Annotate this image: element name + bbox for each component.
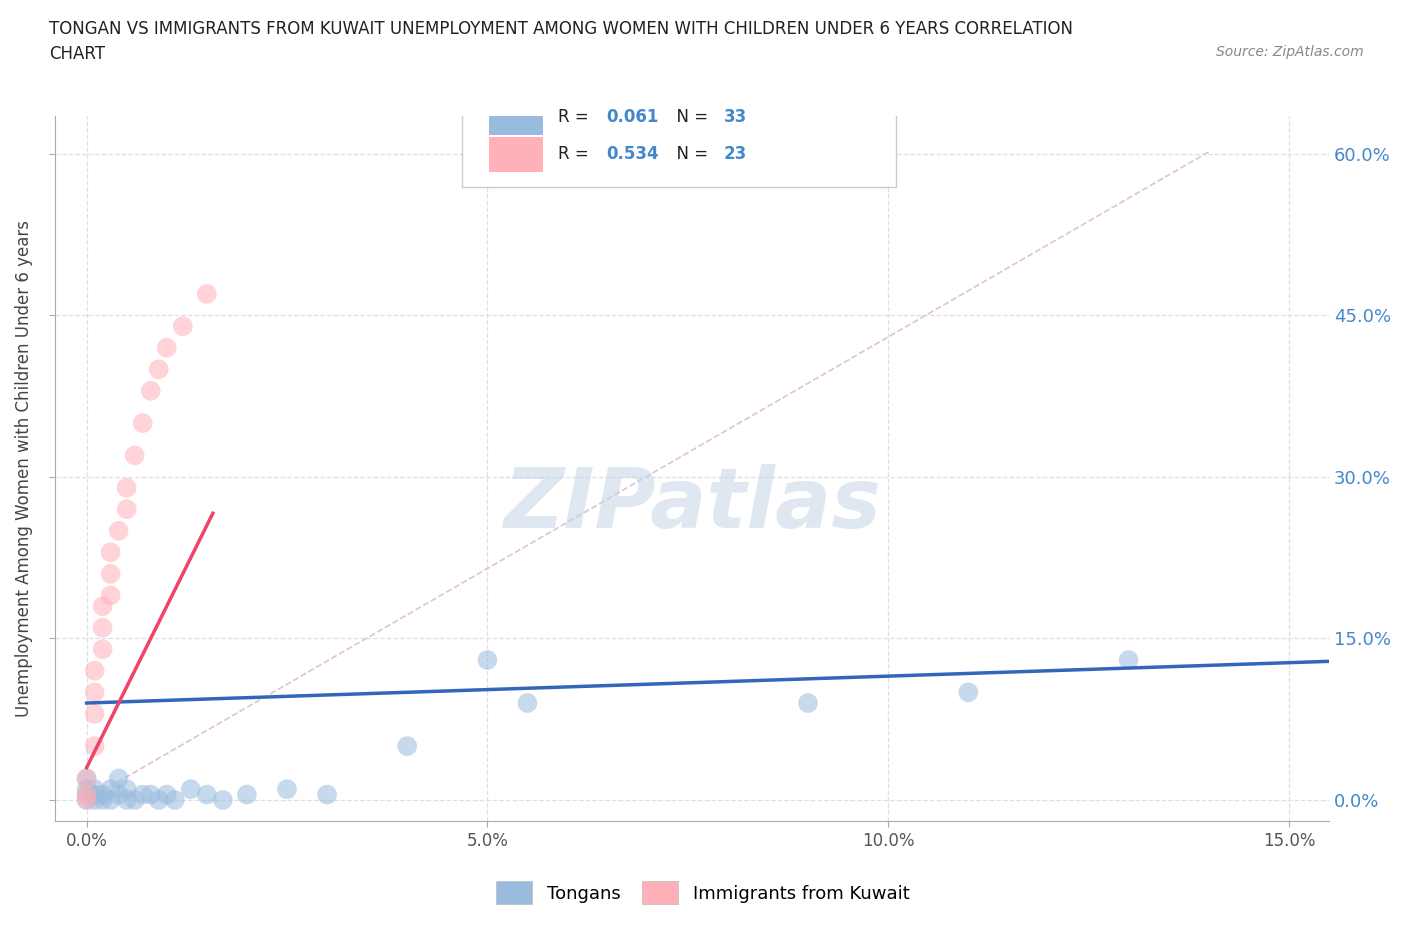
Point [107, 771, 129, 786]
Point [797, 696, 820, 711]
Point [172, 319, 194, 334]
Point [76, 792, 98, 807]
Point [83, 787, 105, 802]
Point [396, 738, 419, 753]
Point [100, 782, 122, 797]
Point [91, 792, 114, 807]
Point [91, 787, 114, 802]
Point [91, 599, 114, 614]
Text: N =: N = [666, 108, 714, 126]
Point [76, 782, 98, 797]
Point [148, 792, 170, 807]
Point [107, 524, 129, 538]
Point [115, 792, 138, 807]
Point [100, 566, 122, 581]
Point [477, 653, 499, 668]
Legend: Tongans, Immigrants from Kuwait: Tongans, Immigrants from Kuwait [489, 874, 917, 911]
Point [195, 787, 218, 802]
Point [131, 787, 153, 802]
Point [516, 696, 538, 711]
Point [100, 588, 122, 603]
Point [83, 684, 105, 699]
Point [115, 782, 138, 797]
Text: R =: R = [558, 108, 593, 126]
Point [83, 663, 105, 678]
Text: TONGAN VS IMMIGRANTS FROM KUWAIT UNEMPLOYMENT AMONG WOMEN WITH CHILDREN UNDER 6 : TONGAN VS IMMIGRANTS FROM KUWAIT UNEMPLO… [49, 20, 1073, 38]
Point [100, 545, 122, 560]
Point [83, 782, 105, 797]
Point [156, 787, 179, 802]
Point [139, 383, 162, 398]
Point [76, 771, 98, 786]
Text: 0.534: 0.534 [606, 145, 659, 164]
Text: ZIPatlas: ZIPatlas [503, 464, 880, 545]
Text: Source: ZipAtlas.com: Source: ZipAtlas.com [1216, 45, 1364, 59]
Point [180, 782, 202, 797]
Point [76, 792, 98, 807]
Text: CHART: CHART [49, 45, 105, 62]
Point [115, 502, 138, 517]
Point [156, 340, 179, 355]
Point [195, 286, 218, 301]
FancyBboxPatch shape [489, 137, 543, 172]
Point [276, 782, 298, 797]
Point [76, 787, 98, 802]
Point [100, 792, 122, 807]
Point [124, 792, 146, 807]
Point [83, 738, 105, 753]
Point [148, 362, 170, 377]
FancyBboxPatch shape [463, 81, 896, 187]
Text: 23: 23 [724, 145, 747, 164]
FancyBboxPatch shape [489, 100, 543, 135]
Point [957, 684, 980, 699]
Point [107, 787, 129, 802]
Point [124, 448, 146, 463]
Point [316, 787, 339, 802]
Point [1118, 653, 1140, 668]
Point [131, 416, 153, 431]
Point [139, 787, 162, 802]
Text: R =: R = [558, 145, 593, 164]
Point [91, 642, 114, 657]
Point [115, 480, 138, 495]
Y-axis label: Unemployment Among Women with Children Under 6 years: Unemployment Among Women with Children U… [15, 220, 32, 717]
Point [83, 707, 105, 722]
Point [163, 792, 186, 807]
Point [236, 787, 259, 802]
Text: N =: N = [666, 145, 714, 164]
Text: 0.061: 0.061 [606, 108, 659, 126]
Point [83, 792, 105, 807]
Point [91, 620, 114, 635]
Point [212, 792, 235, 807]
Text: 33: 33 [724, 108, 747, 126]
Point [76, 787, 98, 802]
Point [76, 771, 98, 786]
